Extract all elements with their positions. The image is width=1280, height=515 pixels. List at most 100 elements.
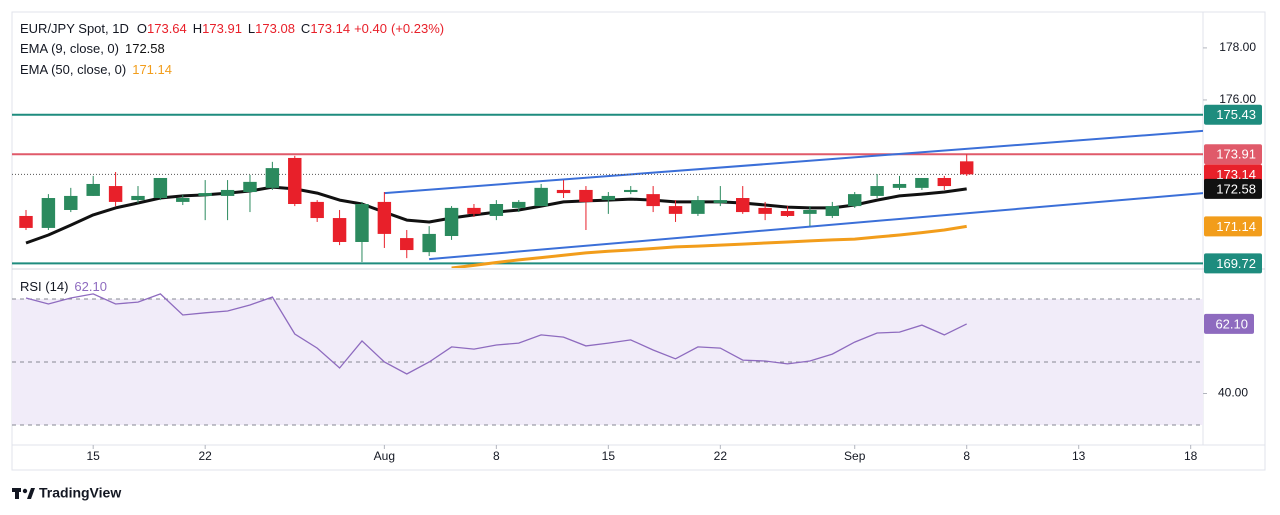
- price-label: 173.91: [1216, 147, 1256, 162]
- rsi-pane: [12, 293, 1203, 426]
- candle-body: [870, 186, 884, 196]
- price-plot: [12, 113, 1203, 268]
- y-tick-label: 178.00: [1219, 40, 1256, 54]
- price-label: 169.72: [1216, 256, 1256, 271]
- price-label-bg: [1204, 144, 1262, 165]
- l-label: L: [248, 21, 255, 36]
- candle-body: [624, 189, 638, 193]
- y-tick-label: 40.00: [1218, 386, 1248, 400]
- ema-line: [451, 224, 967, 268]
- legend-value: 172.58: [125, 41, 165, 56]
- header: EUR/JPY Spot, 1D O173.64 H173.91 L173.08 C17…: [20, 21, 444, 36]
- candle-body: [915, 177, 929, 188]
- candle-body: [243, 181, 257, 193]
- x-tick-label: Aug: [374, 449, 395, 463]
- candle-body: [153, 177, 168, 199]
- x-tick-label: 15: [87, 449, 101, 463]
- rsi-line: [25, 293, 967, 375]
- legend-value: 171.14: [132, 62, 172, 77]
- candle-body: [780, 211, 795, 216]
- l-value: 173.08: [255, 21, 295, 36]
- candle-body: [489, 204, 504, 216]
- x-tick-label: Sep: [844, 449, 866, 463]
- x-tick-label: 8: [493, 449, 500, 463]
- candle-body: [400, 238, 414, 251]
- candle-body: [19, 215, 33, 228]
- candle-body: [288, 157, 302, 204]
- o-value: 173.64: [147, 21, 187, 36]
- trend-line: [384, 129, 1203, 195]
- candle-body: [422, 233, 436, 253]
- candle-body: [265, 168, 280, 188]
- candle-body: [713, 200, 728, 203]
- c-label: C: [301, 21, 310, 36]
- price-label-bg: [1204, 216, 1262, 237]
- ema50-legend: EMA (50, close, 0) 171.14: [20, 62, 172, 77]
- brand-logo: [12, 488, 35, 499]
- price-label-bg: [1204, 178, 1262, 199]
- price-label: 173.14: [1216, 167, 1256, 182]
- candle-body: [556, 189, 571, 194]
- candle-body: [534, 187, 548, 207]
- candle-body: [198, 193, 212, 196]
- h-label: H: [193, 21, 202, 36]
- axes: 15 22 Aug 8 15 22 Sep 8 13 18 178.00 176.00 40.00 175…: [87, 40, 1262, 463]
- candle-body: [131, 195, 145, 201]
- candle-body: [41, 198, 56, 228]
- candle-body: [736, 198, 750, 213]
- rsi-label: 62.10: [1215, 316, 1248, 331]
- candle-body: [959, 161, 974, 175]
- price-label-bg: [1204, 253, 1262, 274]
- legend-value: 62.10: [74, 279, 107, 294]
- price-label: 175.43: [1216, 107, 1256, 122]
- rsi-plot: [12, 293, 1203, 426]
- candle-body: [825, 206, 840, 216]
- trend-line: [429, 192, 1203, 261]
- candle-body: [176, 198, 190, 202]
- candle-body: [579, 189, 593, 202]
- price-label-bg: [1204, 104, 1262, 125]
- legend-name: RSI (14): [20, 279, 68, 294]
- candle-body: [377, 201, 392, 234]
- candle-body: [601, 195, 616, 201]
- candle-body: [355, 204, 369, 242]
- candle-body: [847, 194, 862, 207]
- candle-body: [803, 209, 817, 214]
- x-tick-label: 15: [602, 449, 616, 463]
- candle-body: [668, 206, 683, 214]
- legend-name: EMA (9, close, 0): [20, 41, 119, 56]
- candle-body: [467, 207, 481, 214]
- x-tick-label: 8: [963, 449, 970, 463]
- symbol: EUR/JPY Spot, 1D: [20, 21, 129, 36]
- brand: TradingView: [39, 485, 121, 501]
- o-label: O: [137, 21, 147, 36]
- x-tick-label: 13: [1072, 449, 1086, 463]
- rsi-legend: RSI (14) 62.10: [20, 279, 107, 294]
- candle-body: [86, 183, 100, 196]
- x-tick-label: 22: [714, 449, 728, 463]
- c-value: 173.14: [310, 21, 350, 36]
- legend-name: EMA (50, close, 0): [20, 62, 126, 77]
- price-pane: [12, 113, 1203, 268]
- candle-body: [512, 201, 526, 208]
- price-label: 171.14: [1216, 219, 1256, 234]
- y-tick-label: 176.00: [1219, 92, 1256, 106]
- ema9-legend: EMA (9, close, 0) 172.58: [20, 41, 165, 56]
- rsi-label-bg: [1204, 313, 1254, 334]
- x-tick-label: 18: [1184, 449, 1198, 463]
- candle-body: [64, 195, 78, 210]
- candle-body: [758, 207, 772, 214]
- candle-body: [310, 201, 324, 219]
- change-pct: (+0.23%): [391, 21, 444, 36]
- candle-body: [332, 218, 347, 242]
- h-value: 173.91: [202, 21, 242, 36]
- candle-body: [937, 177, 952, 187]
- change: +0.40: [354, 21, 387, 36]
- price-label: 172.58: [1216, 181, 1256, 196]
- candle-body: [892, 183, 907, 188]
- candle-body: [220, 189, 235, 196]
- candle-body: [691, 200, 705, 214]
- candle-body: [108, 186, 123, 202]
- x-tick-label: 22: [199, 449, 213, 463]
